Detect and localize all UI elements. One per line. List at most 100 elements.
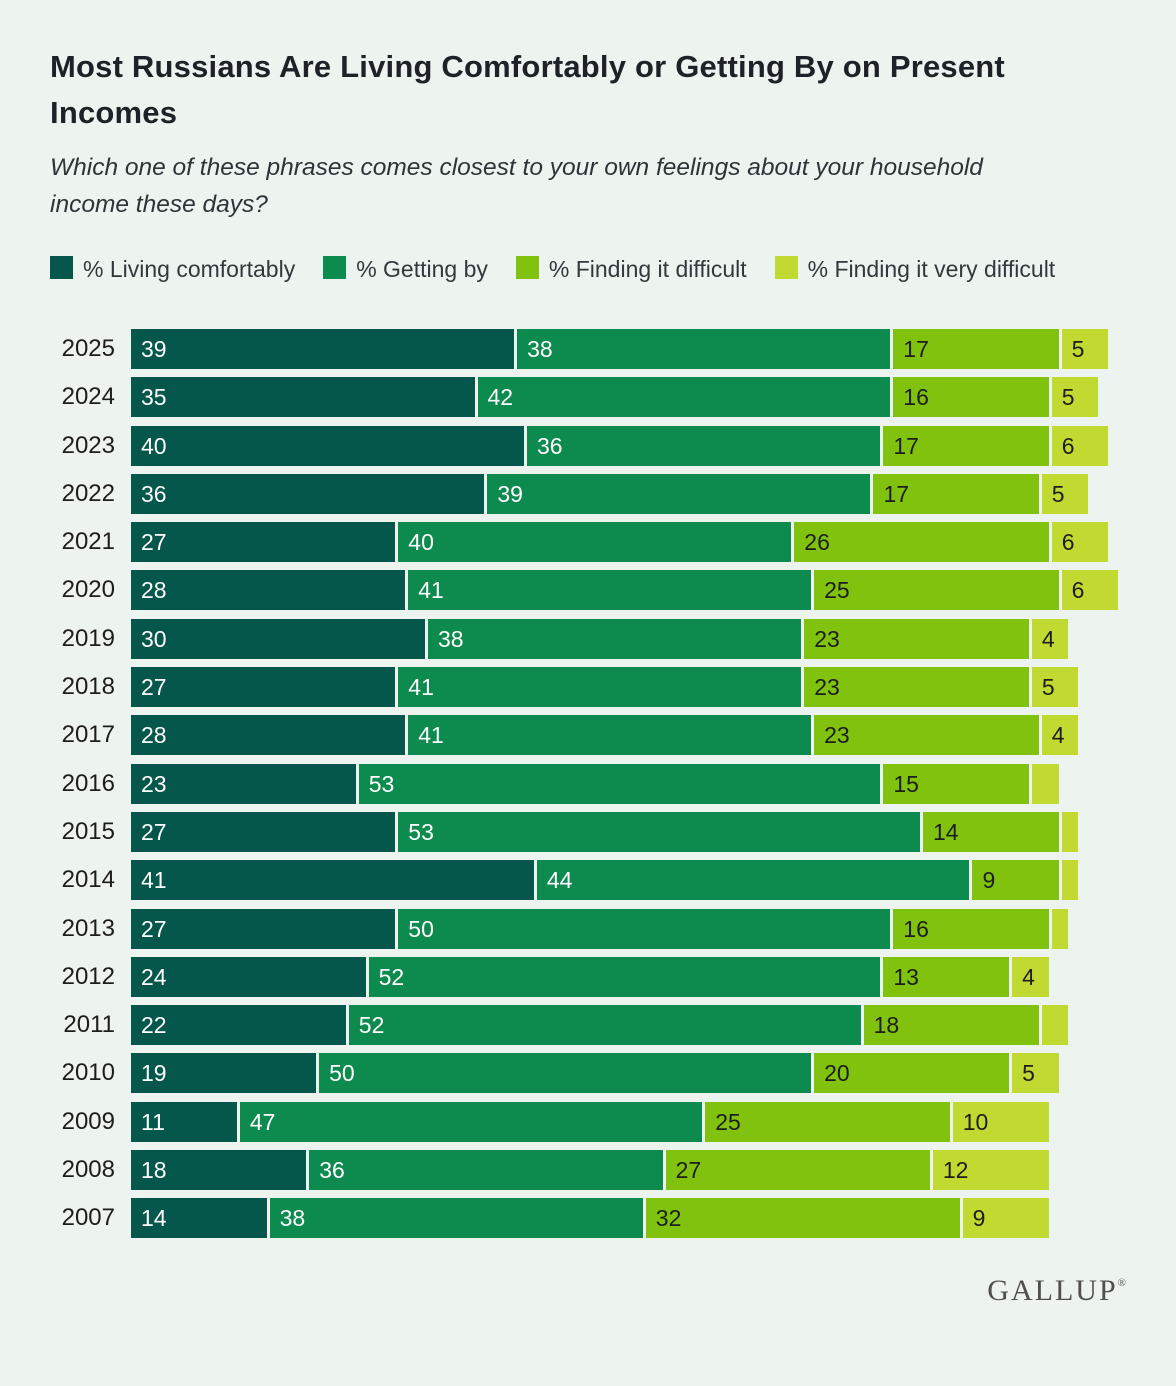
bar-segment: 6 [1061, 570, 1118, 611]
bar-track: 41 44 9 [131, 860, 1079, 901]
bar-row: 2012 24 52 13 4 [50, 956, 1126, 997]
bar-track: 18 36 27 12 [131, 1150, 1049, 1191]
legend-item: % Getting by [323, 256, 512, 282]
bar-segment: 23 [131, 763, 356, 804]
bar-segment: 10 [952, 1101, 1049, 1142]
bar-segment: 5 [1012, 1053, 1059, 1094]
bar-value-label: 44 [546, 867, 573, 894]
year-label: 2007 [61, 1204, 115, 1232]
bar-value-label: 23 [814, 625, 840, 652]
year-label: 2019 [61, 624, 115, 652]
bar-value-label: 16 [903, 384, 929, 411]
bar-value-label: 39 [497, 480, 523, 507]
bar-value-label: 38 [527, 336, 553, 362]
bar-segment: 17 [893, 329, 1059, 369]
bar-value-label: 30 [141, 625, 167, 652]
year-label: 2009 [61, 1107, 115, 1135]
bar-value-label: 41 [141, 867, 167, 894]
bar-segment: 36 [131, 473, 485, 514]
bar-value-label: 36 [319, 1157, 345, 1184]
year-label: 2017 [61, 721, 115, 749]
bar-segment: 52 [348, 1005, 861, 1046]
bar-value-label: 10 [962, 1108, 989, 1135]
bar-segment: 27 [131, 667, 396, 708]
bar-segment [1051, 908, 1069, 949]
bar-value-label: 23 [824, 722, 850, 749]
bar-track: 19 50 20 5 [131, 1053, 1059, 1094]
bar-segment: 17 [883, 425, 1049, 466]
bar-value-label: 32 [655, 1205, 682, 1232]
bar-row: 2008 18 36 27 12 [50, 1150, 1126, 1191]
year-label: 2020 [61, 576, 115, 604]
bar-value-label: 50 [408, 915, 434, 942]
bar-segment: 26 [794, 522, 1049, 563]
bar-value-label: 14 [141, 1205, 167, 1232]
legend-item: % Finding it very difficult [774, 256, 1080, 282]
bar-segment: 12 [932, 1150, 1049, 1191]
year-label: 2016 [61, 769, 115, 797]
legend-swatch [515, 256, 539, 279]
bar-segment: 53 [398, 811, 920, 852]
bar-value-label: 42 [487, 384, 514, 411]
bar-segment: 36 [527, 425, 881, 466]
bar-segment: 11 [131, 1101, 237, 1142]
bar-segment: 40 [131, 425, 524, 466]
legend-swatch [50, 256, 73, 279]
bar-value-label: 4 [1051, 722, 1065, 749]
legend-label: % Getting by [356, 256, 488, 282]
bar-value-label: 25 [715, 1108, 741, 1135]
year-label: 2025 [61, 335, 115, 362]
bar-segment: 4 [1031, 618, 1069, 659]
year-label: 2022 [61, 479, 115, 507]
bar-track: 35 42 16 5 [131, 377, 1099, 418]
bar-row: 2025 39 38 17 5 [50, 329, 1126, 369]
bar-track: 39 38 17 5 [131, 329, 1109, 369]
bar-segment: 16 [893, 908, 1049, 949]
legend-swatch [774, 256, 798, 279]
bar-segment: 23 [814, 715, 1039, 756]
bar-value-label: 11 [141, 1108, 165, 1135]
bar-value-label: 17 [883, 480, 910, 507]
bar-segment: 36 [309, 1150, 663, 1191]
bar-row: 2023 40 36 17 6 [50, 425, 1126, 466]
bar-row: 2018 27 41 23 5 [50, 667, 1126, 708]
bar-value-label: 53 [408, 818, 434, 845]
legend-swatch [323, 256, 347, 279]
bar-track: 22 52 18 [131, 1005, 1069, 1046]
bar-row: 2020 28 41 25 6 [50, 570, 1126, 611]
bar-segment: 18 [863, 1005, 1039, 1046]
bar-value-label: 12 [942, 1157, 969, 1184]
bar-value-label: 25 [824, 577, 850, 604]
bar-value-label: 38 [279, 1205, 306, 1232]
bar-row: 2015 27 53 14 [50, 811, 1126, 852]
bar-segment: 24 [131, 956, 366, 997]
bar-segment: 53 [358, 763, 881, 804]
bar-row: 2019 30 38 23 4 [50, 618, 1126, 659]
bar-track: 11 47 25 10 [131, 1101, 1049, 1142]
bar-track: 27 40 26 6 [131, 522, 1109, 563]
bar-row: 2021 27 40 26 6 [50, 522, 1126, 563]
bar-segment: 41 [398, 667, 802, 708]
bar-track: 40 36 17 6 [131, 425, 1109, 466]
year-label: 2008 [61, 1156, 115, 1184]
bar-value-label: 6 [1061, 529, 1075, 556]
bar-segment: 13 [883, 956, 1010, 997]
bar-value-label: 35 [141, 384, 167, 411]
bar-segment: 18 [131, 1150, 307, 1191]
bar-value-label: 5 [1022, 1060, 1035, 1087]
bar-value-label: 41 [408, 674, 434, 701]
bar-row: 2013 27 50 16 [50, 908, 1126, 949]
bar-track: 27 53 14 [131, 811, 1079, 852]
bar-track: 24 52 13 4 [131, 956, 1049, 997]
bar-value-label: 36 [141, 480, 167, 507]
bar-value-label: 27 [141, 818, 167, 845]
bar-value-label: 5 [1041, 674, 1055, 701]
bar-row: 2011 22 52 18 [50, 1005, 1126, 1046]
bar-value-label: 52 [378, 963, 405, 990]
bar-value-label: 41 [418, 577, 444, 604]
bar-value-label: 14 [932, 818, 959, 845]
bar-segment: 9 [962, 1198, 1049, 1239]
bar-value-label: 23 [141, 770, 167, 797]
bar-segment: 4 [1041, 715, 1079, 756]
bar-segment: 9 [972, 860, 1059, 901]
